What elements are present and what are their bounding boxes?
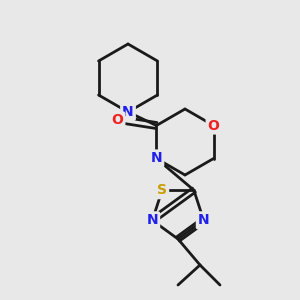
Text: S: S <box>157 183 167 197</box>
Text: N: N <box>198 213 209 227</box>
Text: N: N <box>151 152 162 166</box>
Text: O: O <box>112 113 123 128</box>
Text: O: O <box>208 118 220 133</box>
Text: N: N <box>146 213 158 227</box>
Text: N: N <box>122 105 134 119</box>
